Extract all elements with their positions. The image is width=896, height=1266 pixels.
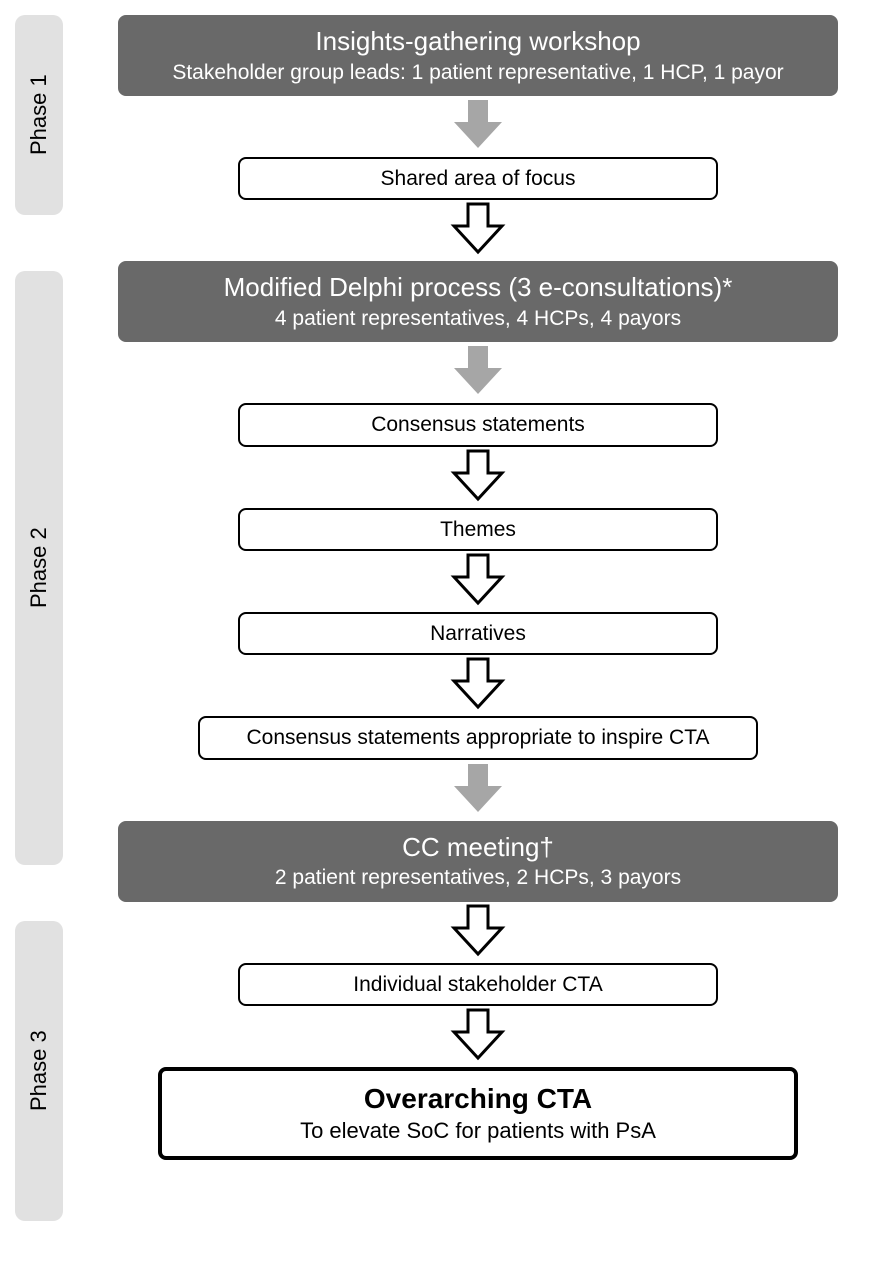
node-insights-sub: Stakeholder group leads: 1 patient repre… (132, 59, 824, 86)
node-cc-sub: 2 patient representatives, 2 HCPs, 3 pay… (132, 864, 824, 891)
node-narratives: Narratives (238, 612, 718, 655)
arrow-1-gray (450, 96, 506, 157)
phase-2-label: Phase 2 (15, 271, 63, 865)
node-cc-meeting: CC meeting† 2 patient representatives, 2… (118, 821, 838, 902)
flow-column: Insights-gathering workshop Stakeholder … (75, 15, 881, 1221)
node-individual-cta: Individual stakeholder CTA (238, 963, 718, 1006)
phase-1-label: Phase 1 (15, 15, 63, 215)
node-cc-title: CC meeting† (132, 831, 824, 865)
node-consensus-cta: Consensus statements appropriate to insp… (198, 716, 758, 759)
node-final-title: Overarching CTA (174, 1081, 782, 1117)
node-final-sub: To elevate SoC for patients with PsA (174, 1117, 782, 1146)
node-themes: Themes (238, 508, 718, 551)
arrow-8-outline (450, 902, 506, 963)
arrow-6-outline (450, 655, 506, 716)
node-overarching-cta: Overarching CTA To elevate SoC for patie… (158, 1067, 798, 1160)
phases-column: Phase 1 Phase 2 Phase 3 (15, 15, 63, 1221)
node-delphi-title: Modified Delphi process (3 e-consultatio… (132, 271, 824, 305)
arrow-2-outline (450, 200, 506, 261)
flowchart-container: Phase 1 Phase 2 Phase 3 Insights-gatheri… (15, 15, 881, 1221)
node-insights-title: Insights-gathering workshop (132, 25, 824, 59)
node-consensus-statements: Consensus statements (238, 403, 718, 446)
arrow-5-outline (450, 551, 506, 612)
node-delphi: Modified Delphi process (3 e-consultatio… (118, 261, 838, 342)
arrow-7-gray (450, 760, 506, 821)
node-delphi-sub: 4 patient representatives, 4 HCPs, 4 pay… (132, 305, 824, 332)
arrow-9-outline (450, 1006, 506, 1067)
phase-3-label: Phase 3 (15, 921, 63, 1221)
node-shared-focus: Shared area of focus (238, 157, 718, 200)
arrow-3-gray (450, 342, 506, 403)
arrow-4-outline (450, 447, 506, 508)
phase-gap-1 (15, 215, 63, 271)
node-insights-workshop: Insights-gathering workshop Stakeholder … (118, 15, 838, 96)
phase-gap-2 (15, 865, 63, 921)
